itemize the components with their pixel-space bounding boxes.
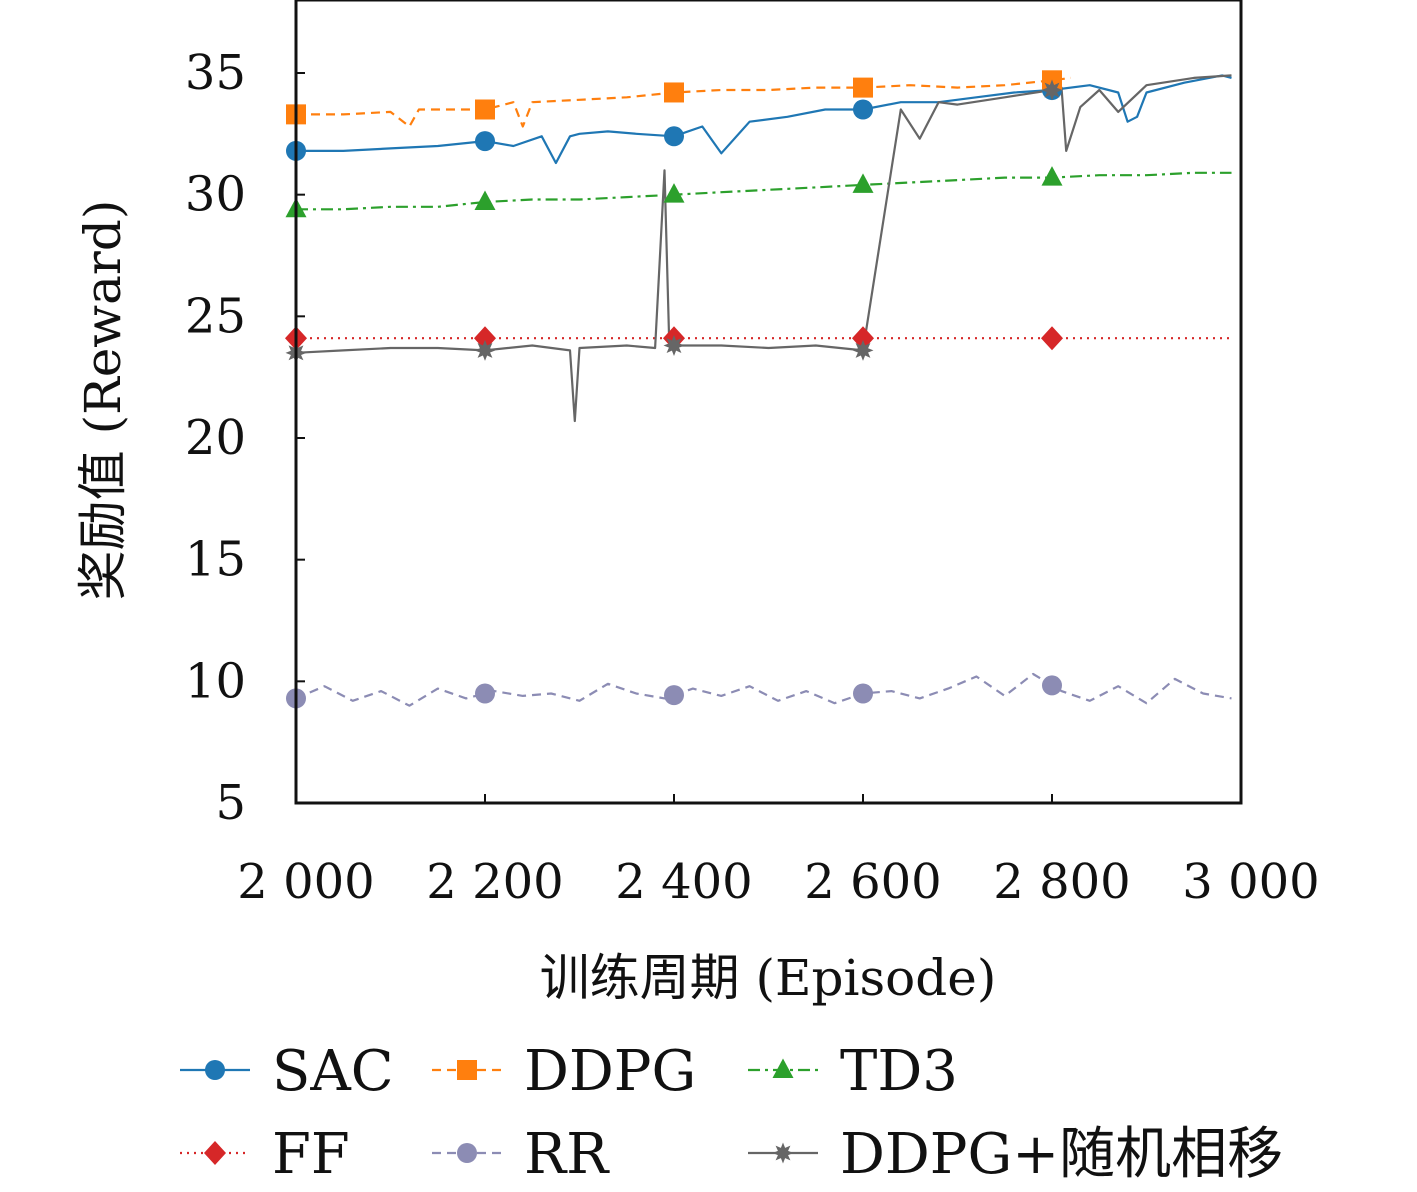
series-marker-5 [663, 335, 685, 357]
y-tick-label: 10 [185, 653, 246, 709]
y-tick-label: 30 [185, 167, 246, 223]
x-axis-title: 训练周期 (Episode) [540, 949, 997, 1007]
legend-marker-4 [457, 1143, 477, 1163]
y-axis-title: 奖励值 (Reward) [74, 200, 132, 601]
x-tick-label: 3 000 [1182, 854, 1319, 910]
legend-marker-5 [772, 1142, 794, 1164]
series-marker-2 [1041, 166, 1063, 186]
y-tick-label: 25 [185, 288, 246, 344]
x-tick-label: 2 200 [426, 854, 563, 910]
series-line-1 [296, 76, 1072, 128]
series-line-0 [296, 74, 1232, 165]
series-marker-4 [853, 683, 873, 704]
y-axis: 5 10 15 20 25 30 35 [185, 45, 305, 831]
series-markers [285, 70, 1063, 709]
y-tick-label: 20 [185, 410, 246, 466]
legend-label-4: RR [524, 1122, 610, 1187]
series-marker-1 [853, 77, 873, 98]
series-marker-1 [475, 99, 495, 120]
y-tick-label: 35 [185, 45, 246, 101]
legend-marker-2 [772, 1058, 794, 1078]
series-line-4 [295, 672, 1232, 707]
series-marker-0 [664, 126, 684, 147]
series-marker-3 [1041, 326, 1063, 351]
x-tick-label: 2 800 [993, 854, 1130, 910]
x-axis: 2 000 2 200 2 400 2 600 2 800 3 000 [237, 794, 1320, 910]
legend-marker-1 [457, 1060, 477, 1080]
x-tick-label: 2 000 [237, 854, 374, 910]
y-tick-label: 5 [215, 775, 246, 831]
series-marker-0 [853, 99, 873, 120]
legend-label-0: SAC [272, 1039, 394, 1104]
y-tick-label: 15 [185, 532, 246, 588]
legend-marker-0 [205, 1060, 225, 1080]
series-marker-0 [475, 131, 495, 152]
series-marker-5 [474, 339, 496, 361]
series-marker-5 [852, 339, 874, 361]
plot-frame [294, 0, 1243, 805]
series-marker-5 [1041, 79, 1063, 101]
legend-label-5: DDPG+随机相移 [840, 1122, 1283, 1187]
series-lines [295, 74, 1232, 707]
series-marker-4 [664, 685, 684, 706]
legend-label-1: DDPG [524, 1039, 696, 1104]
x-tick-label: 2 600 [804, 854, 941, 910]
series-marker-1 [664, 82, 684, 103]
legend-marker-3 [204, 1141, 226, 1165]
series-marker-2 [663, 183, 685, 203]
series-marker-2 [852, 173, 874, 193]
series-line-5 [295, 74, 1232, 423]
legend-label-2: TD3 [840, 1039, 958, 1104]
series-marker-4 [1042, 675, 1062, 696]
legend: SAC DDPG TD3 FF RR DDPG+随机相移 [180, 1039, 1283, 1187]
x-tick-label: 2 400 [615, 854, 752, 910]
series-marker-4 [475, 683, 495, 704]
legend-label-3: FF [272, 1122, 350, 1187]
series-line-2 [296, 171, 1232, 211]
series-marker-2 [474, 190, 496, 210]
